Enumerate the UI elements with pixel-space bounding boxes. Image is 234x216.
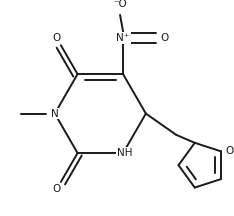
- Text: N⁺: N⁺: [117, 33, 130, 43]
- Text: O: O: [53, 184, 61, 194]
- Text: NH: NH: [117, 148, 132, 158]
- Text: O: O: [161, 33, 169, 43]
- Text: O: O: [225, 146, 234, 156]
- Text: ⁻O: ⁻O: [113, 0, 127, 9]
- Text: N: N: [51, 109, 59, 119]
- Text: O: O: [53, 33, 61, 43]
